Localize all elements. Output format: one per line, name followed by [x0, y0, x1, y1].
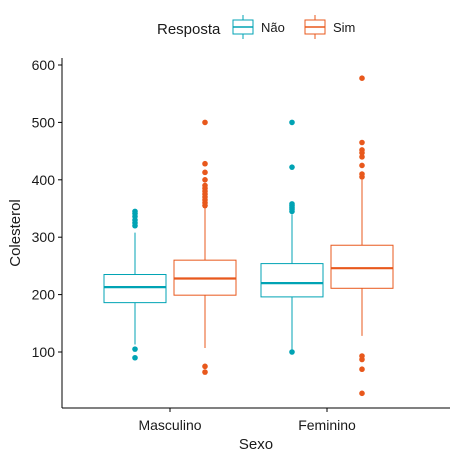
outlier-point [289, 201, 295, 207]
y-tick-label: 400 [32, 172, 56, 188]
boxes-layer [103, 75, 394, 397]
outlier-point [132, 208, 138, 215]
y-tick-label: 200 [32, 287, 56, 303]
y-tick-label: 500 [32, 114, 56, 130]
outlier-point [202, 182, 208, 189]
box-iqr [260, 263, 324, 298]
x-ticks: Masculino Feminino [138, 408, 356, 433]
box-Sim-Masculino [173, 119, 237, 375]
box-Não-Feminino [260, 119, 324, 355]
box-iqr [330, 244, 394, 289]
outlier-point [202, 177, 208, 183]
box-Não-Masculino [103, 208, 167, 361]
outlier-point [289, 164, 295, 170]
outlier-point [289, 119, 295, 126]
x-tick-label: Masculino [138, 417, 201, 433]
outlier-point [202, 160, 208, 167]
legend-key-icon [304, 15, 326, 39]
y-tick-label: 600 [32, 57, 56, 73]
legend: Resposta Não Sim [157, 15, 355, 39]
outlier-point [359, 390, 365, 397]
outlier-point [202, 363, 208, 370]
outlier-point [132, 354, 138, 361]
box-iqr [103, 274, 167, 304]
box-Sim-Feminino [330, 75, 394, 397]
outlier-point [359, 147, 365, 153]
y-axis-title: Colesterol [7, 199, 24, 267]
outlier-point [359, 154, 365, 160]
outlier-point [289, 349, 295, 355]
legend-label: Sim [333, 20, 355, 35]
x-axis-title: Sexo [239, 436, 273, 453]
outlier-point [359, 162, 365, 169]
outlier-point [202, 119, 208, 126]
outlier-point [359, 75, 365, 82]
outlier-point [359, 353, 365, 359]
outlier-point [202, 169, 208, 176]
y-ticks: 100 200 300 400 500 600 [32, 57, 62, 360]
x-tick-label: Feminino [298, 417, 356, 433]
outlier-point [359, 366, 365, 373]
y-tick-label: 100 [32, 344, 56, 360]
outlier-point [359, 139, 365, 146]
legend-item-Não: Não [232, 15, 285, 39]
legend-item-Sim: Sim [304, 15, 355, 39]
outlier-point [359, 171, 365, 177]
y-tick-label: 300 [32, 229, 56, 245]
outlier-point [132, 346, 138, 352]
legend-label: Não [261, 20, 285, 35]
outlier-point [202, 369, 208, 375]
legend-key-icon [232, 15, 254, 39]
legend-title: Resposta [157, 21, 221, 38]
